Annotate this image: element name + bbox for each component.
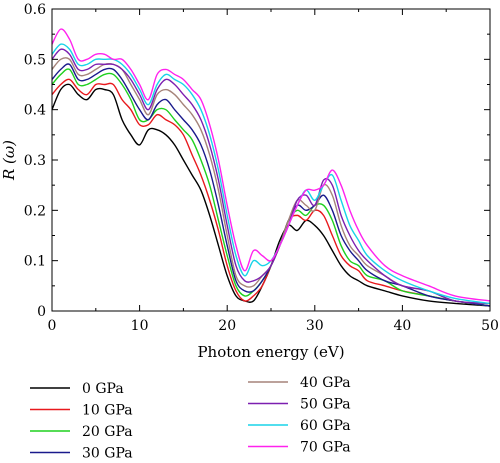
axes: 0 10 20 30 40 50 0 0.1 0.2 0.3 0.4 0.5 0.6 bbox=[24, 2, 499, 334]
y-tick-label: 0.2 bbox=[24, 203, 46, 219]
y-tick-label: 0.4 bbox=[24, 103, 46, 119]
legend-entry: 10 GPa bbox=[30, 403, 133, 419]
legend-label: 50 GPa bbox=[300, 397, 351, 413]
y-axis-label: R (ω) bbox=[0, 140, 18, 181]
series-line-30-gpa bbox=[51, 63, 491, 307]
series-line-10-gpa bbox=[51, 78, 491, 307]
x-tick-label: 0 bbox=[48, 318, 57, 334]
legend-label: 10 GPa bbox=[82, 403, 133, 419]
y-tick-label: 0.5 bbox=[24, 52, 46, 68]
y-tick-label: 0.1 bbox=[24, 254, 46, 270]
y-tick-label: 0.6 bbox=[24, 2, 46, 18]
y-tick-label: 0.3 bbox=[24, 153, 46, 169]
series-line-0-gpa bbox=[51, 83, 491, 307]
legend-label: 20 GPa bbox=[82, 424, 133, 440]
series-line-50-gpa bbox=[51, 48, 491, 305]
legend-label: 60 GPa bbox=[300, 418, 351, 434]
legend-entry: 70 GPa bbox=[248, 440, 351, 456]
plot-area bbox=[51, 28, 491, 307]
x-tick-label: 20 bbox=[218, 318, 236, 334]
legend: 0 GPa 10 GPa 20 GPa 30 GPa 40 GPa 50 GPa 60 GP… bbox=[30, 375, 351, 462]
legend-entry: 20 GPa bbox=[30, 424, 133, 440]
legend-label: 0 GPa bbox=[82, 381, 124, 397]
legend-label: 30 GPa bbox=[82, 446, 133, 462]
legend-entry: 60 GPa bbox=[248, 418, 351, 434]
series-line-20-gpa bbox=[51, 68, 491, 307]
x-tick-label: 50 bbox=[481, 318, 499, 334]
legend-entry: 30 GPa bbox=[30, 446, 133, 462]
x-tick-label: 10 bbox=[131, 318, 149, 334]
y-tick-label: 0 bbox=[37, 304, 46, 320]
legend-label: 70 GPa bbox=[300, 440, 351, 456]
series-line-70-gpa bbox=[51, 28, 491, 302]
legend-label: 40 GPa bbox=[300, 375, 351, 391]
legend-entry: 40 GPa bbox=[248, 375, 351, 391]
x-tick-label: 30 bbox=[306, 318, 324, 334]
legend-entry: 50 GPa bbox=[248, 397, 351, 413]
x-axis-label: Photon energy (eV) bbox=[197, 343, 344, 361]
legend-entry: 0 GPa bbox=[30, 381, 124, 397]
x-tick-label: 40 bbox=[393, 318, 411, 334]
